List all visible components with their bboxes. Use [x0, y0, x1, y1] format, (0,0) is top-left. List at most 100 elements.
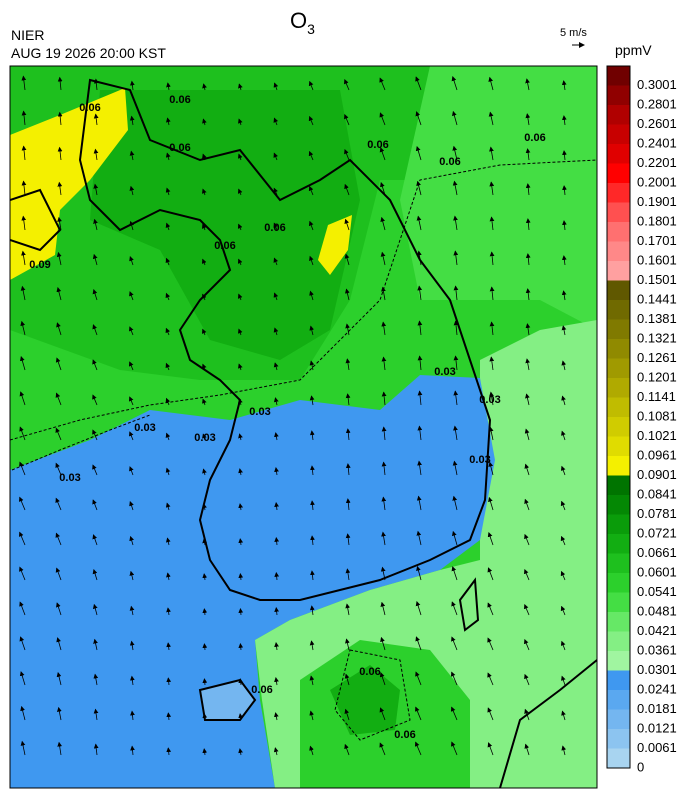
colorbar-label: 0.1021	[637, 428, 677, 443]
wind-arrow	[561, 710, 566, 721]
wind-arrow	[309, 255, 314, 266]
wind-arrow	[273, 747, 279, 756]
wind-arrow	[488, 461, 494, 476]
wind-arrow	[452, 110, 458, 126]
wind-arrow	[19, 636, 26, 651]
wind-arrow	[488, 426, 494, 441]
map-frame	[9, 65, 598, 789]
wind-arrow	[415, 145, 422, 161]
wind-arrow	[238, 118, 243, 126]
wind-arrow	[202, 573, 208, 581]
wind-arrow	[381, 286, 386, 301]
wind-arrow	[202, 748, 208, 756]
wind-arrow	[561, 255, 567, 266]
wind-arrow	[129, 570, 135, 581]
wind-arrow	[417, 320, 423, 336]
wind-arrow	[380, 566, 386, 581]
wind-arrow	[20, 705, 26, 721]
wind-arrow	[560, 570, 566, 581]
wind-arrow	[129, 220, 134, 231]
wind-arrow	[165, 537, 171, 546]
colorbar-segment	[607, 300, 630, 320]
wind-arrow	[310, 535, 315, 546]
wind-arrow	[562, 185, 567, 196]
wind-arrow	[562, 150, 567, 161]
colorbar-segment	[607, 261, 630, 281]
title: O3	[290, 8, 315, 37]
wind-arrow	[21, 75, 27, 91]
wind-arrow	[56, 322, 62, 336]
wind-arrow	[345, 603, 351, 616]
wind-arrow	[93, 218, 98, 231]
wind-arrow	[487, 602, 494, 616]
wind-arrow	[561, 115, 567, 126]
wind-arrow	[238, 363, 243, 371]
wind-arrow	[92, 568, 98, 581]
wind-arrow	[453, 425, 458, 441]
wind-arrow	[379, 707, 386, 721]
colorbar-segment	[607, 339, 630, 359]
wind-arrow	[165, 187, 171, 196]
contour-label: 0.06	[169, 94, 190, 106]
contour-label: 0.06	[439, 156, 460, 168]
wind-arrow	[451, 530, 458, 546]
colorbar-segment	[607, 417, 630, 437]
wind-arrow	[451, 601, 458, 616]
wind-arrow	[238, 643, 244, 651]
wind-arrow	[416, 495, 422, 511]
wind-arrow	[524, 428, 530, 441]
wind-arrow	[489, 286, 495, 301]
wind-arrow	[129, 501, 134, 511]
wind-arrow	[201, 293, 207, 301]
wind-arrow	[129, 605, 135, 616]
colorbar-label: 0.1801	[637, 213, 677, 228]
wind-arrow	[165, 467, 171, 476]
colorbar-segment	[607, 124, 630, 144]
colorbar-segment	[607, 436, 630, 456]
wind-arrow	[309, 430, 315, 441]
wind-arrow	[380, 251, 386, 266]
colorbar-label: 0.0061	[637, 740, 677, 755]
wind-arrow	[487, 707, 494, 721]
colorbar-label: 0.1081	[637, 408, 677, 423]
wind-arrow	[165, 292, 171, 301]
wind-arrow	[20, 740, 26, 756]
wind-arrow	[56, 602, 62, 616]
wind-arrow	[560, 500, 566, 511]
wind-arrow	[202, 188, 207, 196]
contour-label: 0.03	[434, 366, 455, 378]
wind-arrow	[129, 115, 135, 126]
wind-arrow	[345, 358, 351, 371]
wind-arrow	[379, 672, 386, 686]
wind-arrow	[525, 183, 531, 196]
wind-arrow	[524, 638, 530, 651]
wind-arrow	[345, 393, 351, 406]
wind-arrow	[487, 742, 494, 756]
contour	[10, 159, 597, 441]
wind-arrow	[92, 429, 98, 441]
wind-arrow	[273, 152, 278, 161]
colorbar-segment	[607, 612, 630, 632]
wind-arrow	[92, 464, 98, 476]
wind-arrow	[416, 180, 422, 196]
wind-arrow	[344, 673, 350, 686]
wind-arrow	[273, 327, 279, 336]
wind-arrow	[202, 363, 207, 371]
wind-arrow	[20, 320, 26, 336]
wind-arrow	[417, 285, 423, 301]
wind-arrow	[274, 712, 279, 721]
wind-arrow	[93, 708, 99, 721]
wind-arrow	[237, 293, 243, 301]
colorbar-segment	[607, 358, 630, 378]
wind-arrow	[21, 180, 27, 196]
wind-arrow	[165, 152, 171, 161]
wind-arrow	[453, 320, 459, 336]
wind-arrow	[489, 146, 494, 161]
colorbar-segment	[607, 748, 630, 768]
wind-arrow	[379, 77, 386, 91]
wind-arrow	[525, 78, 530, 91]
colorbar-segment	[607, 183, 630, 203]
wind-arrow	[561, 360, 567, 371]
wind-arrow	[308, 220, 314, 231]
wind-arrow	[309, 710, 315, 721]
